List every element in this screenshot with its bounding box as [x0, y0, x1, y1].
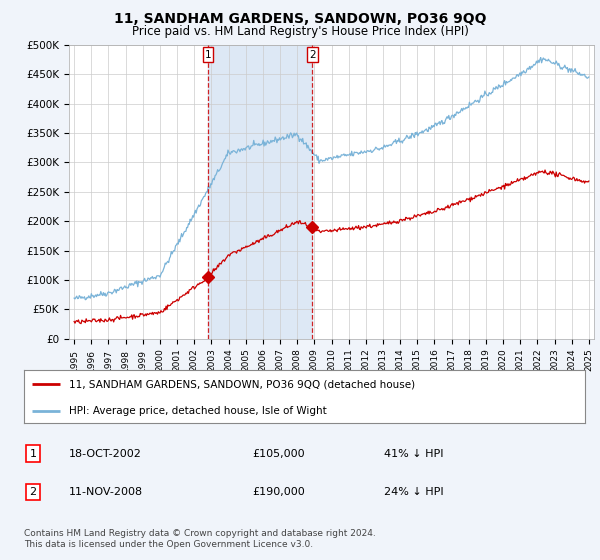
Text: 41% ↓ HPI: 41% ↓ HPI	[384, 449, 443, 459]
Text: HPI: Average price, detached house, Isle of Wight: HPI: Average price, detached house, Isle…	[69, 406, 326, 416]
Text: Contains HM Land Registry data © Crown copyright and database right 2024.
This d: Contains HM Land Registry data © Crown c…	[24, 529, 376, 549]
Text: 1: 1	[205, 49, 211, 59]
Text: £190,000: £190,000	[252, 487, 305, 497]
Text: 2: 2	[29, 487, 37, 497]
Text: Price paid vs. HM Land Registry's House Price Index (HPI): Price paid vs. HM Land Registry's House …	[131, 25, 469, 38]
Text: 24% ↓ HPI: 24% ↓ HPI	[384, 487, 443, 497]
Text: 1: 1	[29, 449, 37, 459]
Text: 18-OCT-2002: 18-OCT-2002	[69, 449, 142, 459]
Text: 11, SANDHAM GARDENS, SANDOWN, PO36 9QQ: 11, SANDHAM GARDENS, SANDOWN, PO36 9QQ	[114, 12, 486, 26]
Text: 11, SANDHAM GARDENS, SANDOWN, PO36 9QQ (detached house): 11, SANDHAM GARDENS, SANDOWN, PO36 9QQ (…	[69, 380, 415, 390]
Bar	[208, 45, 312, 339]
Text: £105,000: £105,000	[252, 449, 305, 459]
Text: 2: 2	[309, 49, 316, 59]
Text: 11-NOV-2008: 11-NOV-2008	[69, 487, 143, 497]
